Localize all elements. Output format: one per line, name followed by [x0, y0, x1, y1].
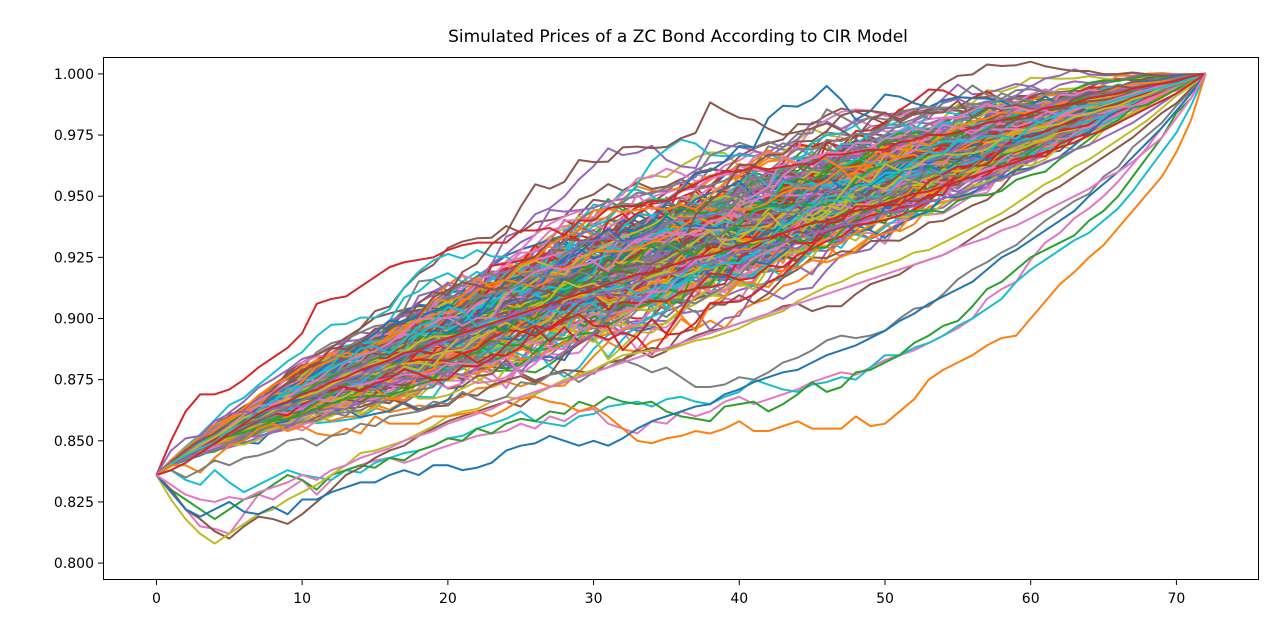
- y-tick-label: 0.900: [54, 312, 94, 328]
- simulated-path: [155, 72, 1206, 476]
- series-line: [156, 73, 1207, 476]
- x-tick-label: 20: [439, 591, 457, 607]
- series-line: [155, 72, 1206, 476]
- simulated-path: [155, 72, 1206, 476]
- simulated-path: [155, 72, 1206, 476]
- simulated-path: [155, 72, 1206, 476]
- chart-title: Simulated Prices of a ZC Bond According …: [448, 27, 908, 47]
- plot-frame: [103, 57, 1259, 580]
- simulated-path: [155, 72, 1206, 476]
- y-tick-label: 0.875: [54, 373, 94, 389]
- simulated-path: [155, 72, 1206, 476]
- series-line: [156, 73, 1207, 479]
- simulated-path: [155, 60, 1206, 476]
- y-axis: 0.800 0.825 0.850 0.875 0.900 0.925 0.950 0.975…: [54, 67, 103, 572]
- x-tick-label: 50: [876, 591, 894, 607]
- series-line: [155, 73, 1207, 503]
- y-tick-label: 1.000: [54, 67, 94, 83]
- x-tick-label: 40: [730, 591, 748, 607]
- y-tick-label: 0.850: [54, 434, 94, 450]
- x-tick-label: 70: [1167, 591, 1185, 607]
- y-tick-label: 0.925: [54, 250, 94, 266]
- x-tick-label: 60: [1022, 591, 1040, 607]
- simulated-path: [155, 72, 1206, 476]
- y-tick-label: 0.975: [54, 128, 94, 144]
- x-tick-label: 30: [585, 591, 603, 607]
- series-line: [155, 73, 1207, 518]
- x-axis: 0 10 20 30 40 50 60 70: [152, 580, 1185, 607]
- x-tick-label: 0: [152, 591, 161, 607]
- y-tick-label: 0.950: [54, 189, 94, 205]
- simulated-path: [155, 72, 1206, 476]
- series-line: [155, 73, 1207, 476]
- simulated-path: [155, 72, 1206, 476]
- y-tick-label: 0.800: [54, 556, 94, 572]
- simulated-path: [155, 72, 1206, 476]
- series-line: [156, 73, 1207, 494]
- x-tick-label: 10: [293, 591, 311, 607]
- series-lines: [155, 60, 1207, 545]
- series-line: [155, 73, 1207, 545]
- y-tick-label: 0.825: [54, 495, 94, 511]
